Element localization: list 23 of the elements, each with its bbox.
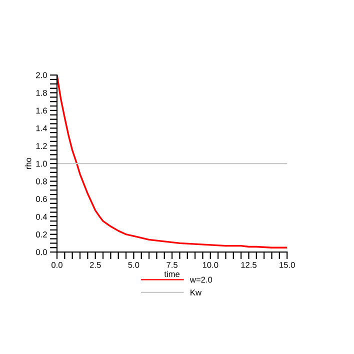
y-tick-label: 0.0: [36, 249, 47, 256]
x-tick-label: 7.5: [166, 262, 178, 268]
y-tick-label: 0.4: [36, 214, 48, 220]
y-tick-label: 1.0: [36, 160, 47, 167]
x-tick-label: 0.0: [52, 262, 62, 268]
x-tick-label: 10.0: [202, 262, 218, 268]
y-axis-title: rho: [25, 158, 32, 170]
x-axis-title: time: [164, 270, 180, 278]
x-tick-label: 12.5: [241, 262, 257, 268]
y-tick-label: 1.2: [36, 143, 47, 149]
x-tick-label: 2.5: [90, 262, 101, 268]
y-tick-label: 1.6: [36, 108, 47, 114]
y-tick-label: 0.6: [36, 196, 47, 202]
y-tick-label: 1.4: [36, 125, 48, 132]
legend-label: Kw: [190, 290, 202, 296]
y-tick-label: 1.8: [36, 90, 47, 96]
legend-label: w=2.0: [190, 276, 212, 283]
x-tick-label: 15.0: [280, 262, 295, 268]
line-series: [56, 75, 288, 248]
y-tick-label: 0.2: [36, 232, 47, 238]
x-tick-label: 5.0: [128, 262, 140, 268]
y-tick-label: 0.8: [36, 178, 47, 184]
y-tick-label: 2.0: [36, 72, 47, 78]
